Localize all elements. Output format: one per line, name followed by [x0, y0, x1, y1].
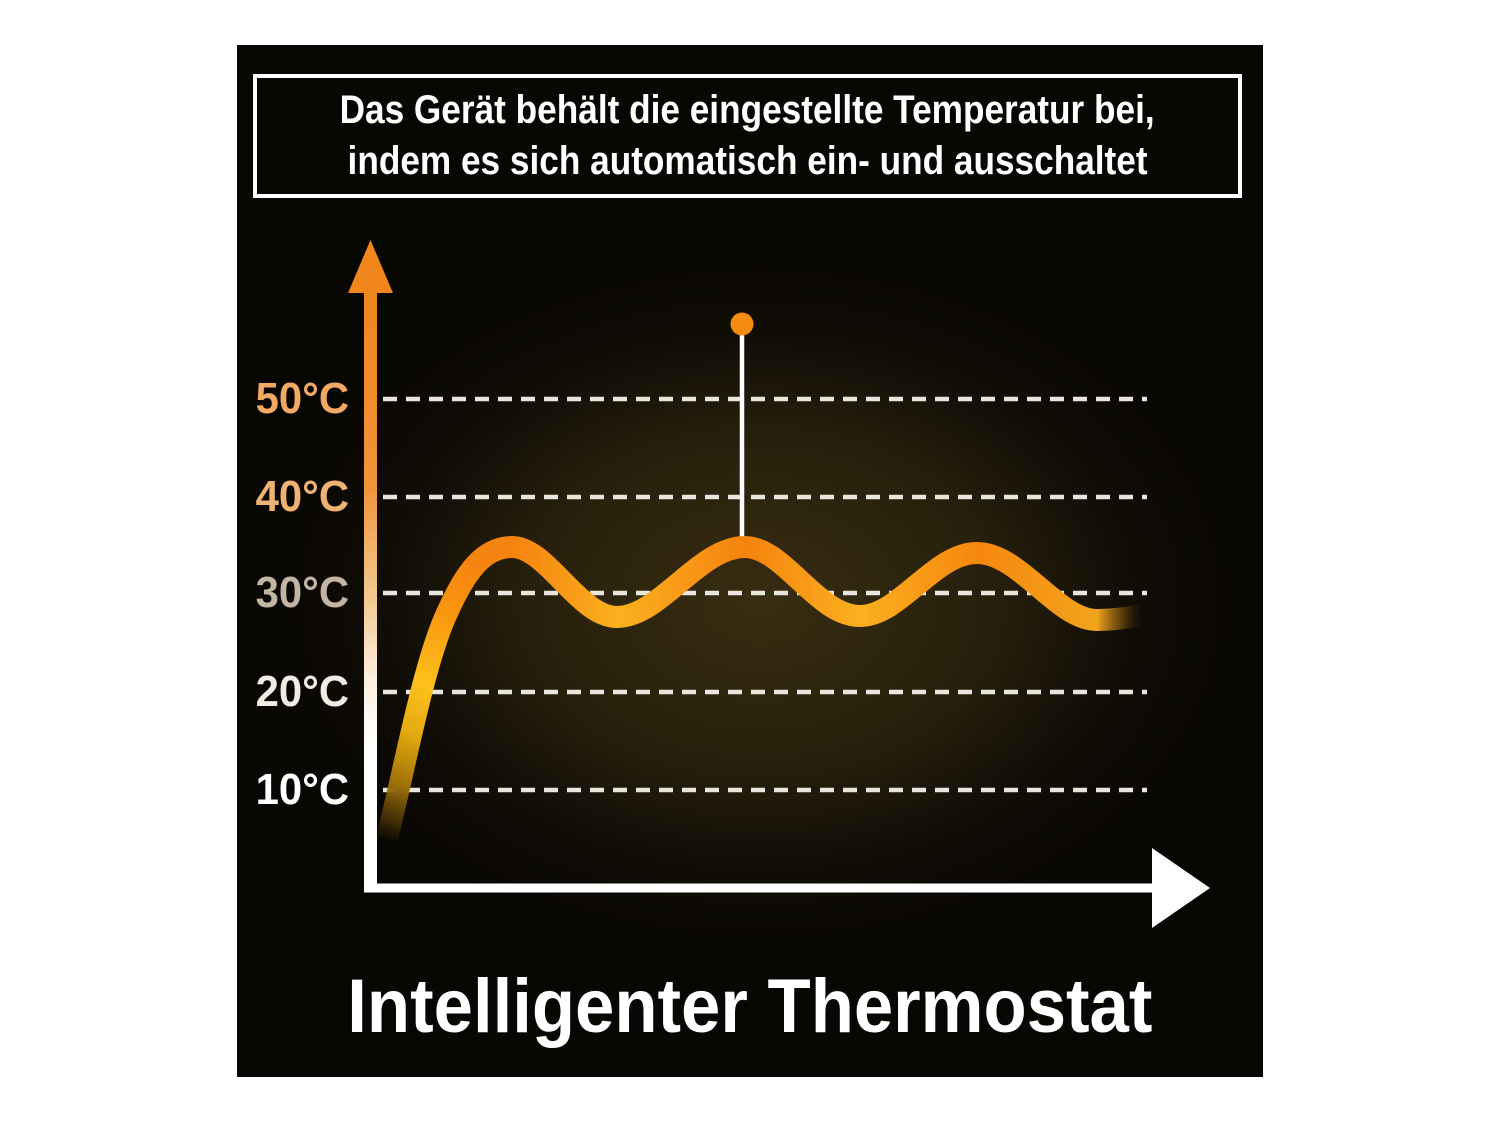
tick-label-50c: 50°C: [255, 374, 349, 423]
tick-label-40c: 40°C: [255, 472, 349, 521]
tick-label-20c: 20°C: [255, 667, 349, 716]
gridlines: [383, 396, 1147, 793]
x-axis-arrow-icon: [1152, 848, 1210, 928]
headline-line-1: Das Gerät behält die eingestellte Temper…: [339, 88, 1156, 132]
footer-title-text: Intelligenter Thermostat: [347, 963, 1153, 1049]
y-axis-line: [364, 285, 377, 892]
temperature-curve-wave: [510, 535, 1144, 632]
tick-label-10c: 10°C: [255, 765, 349, 814]
y-axis-arrow-icon: [348, 240, 393, 293]
thermostat-chart: [348, 240, 1210, 928]
footer-title: Intelligenter Thermostat: [237, 961, 1263, 1051]
tick-label-30c: 30°C: [255, 568, 349, 617]
x-axis-line: [364, 883, 1165, 893]
temperature-curve-rise: [376, 536, 513, 841]
product-graphic-panel: Das Gerät behält die eingestellte Temper…: [237, 45, 1263, 1077]
marker-dot: [730, 312, 754, 336]
headline-line-2: indem es sich automatisch ein- und aussc…: [347, 139, 1148, 183]
headline-box: Das Gerät behält die eingestellte Temper…: [253, 74, 1242, 198]
